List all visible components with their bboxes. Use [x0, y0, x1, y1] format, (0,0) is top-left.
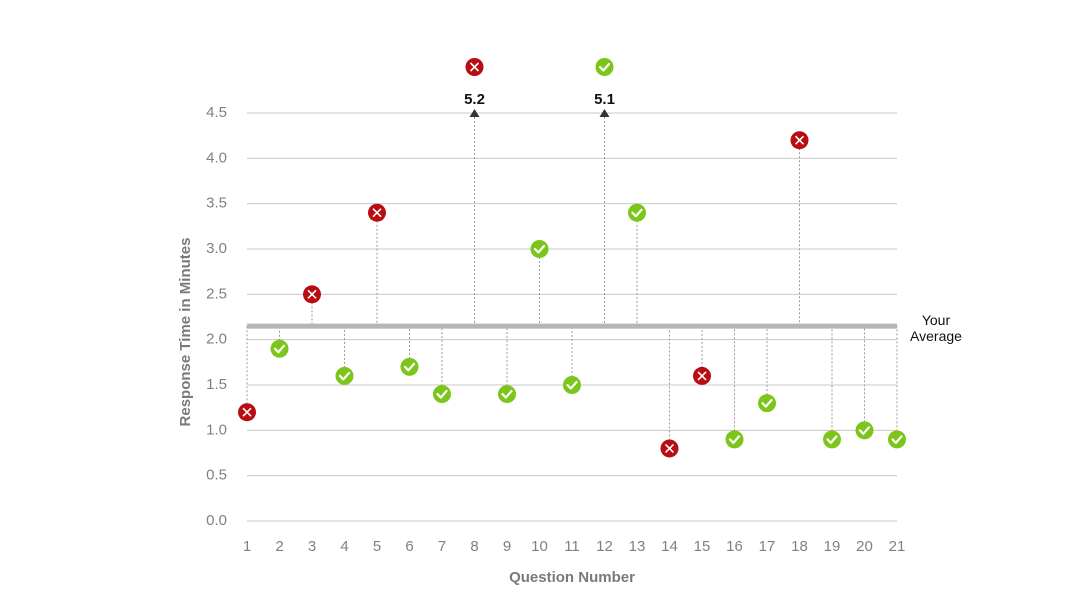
x-icon: [664, 443, 675, 454]
y-tick-label: 1.5: [206, 376, 227, 393]
point: [725, 430, 744, 449]
x-tick-label: 19: [824, 538, 841, 555]
check-icon: [501, 389, 513, 399]
y-tick-label: 4.0: [206, 149, 227, 166]
x-tick-label: 8: [470, 538, 478, 555]
x-tick-label: 20: [856, 538, 873, 555]
x-tick-label: 15: [694, 538, 711, 555]
point: [368, 203, 386, 222]
x-icon: [697, 371, 707, 381]
check-icon: [891, 435, 903, 444]
y-tick-label: 3.0: [206, 240, 227, 257]
overflow-arrow: [599, 109, 610, 117]
point: [888, 430, 906, 449]
point: [758, 394, 776, 413]
check-icon: [858, 426, 871, 435]
point: [433, 385, 451, 404]
x-tick-label: 14: [661, 538, 678, 555]
y-tick-label: 4.5: [206, 104, 227, 121]
point: [660, 439, 679, 458]
x-icon: [794, 135, 805, 145]
check-icon: [598, 62, 611, 72]
check-icon: [338, 371, 351, 381]
check-icon: [273, 344, 286, 354]
check-icon: [631, 208, 643, 218]
point-circle: [758, 394, 776, 413]
overflow-arrow: [469, 109, 480, 117]
y-tick-label: 1.0: [206, 421, 227, 438]
point-circle: [888, 430, 906, 449]
y-tick-label: 3.5: [206, 195, 227, 212]
y-tick-label: 0.5: [206, 467, 227, 484]
point-circle: [855, 421, 874, 440]
x-tick-label: 18: [791, 538, 808, 555]
point-circle: [725, 430, 744, 449]
point: [790, 131, 809, 150]
x-tick-label: 13: [629, 538, 646, 555]
x-tick-label: 4: [340, 538, 348, 555]
y-axis-title: Response Time in Minutes: [177, 238, 194, 427]
point: [303, 285, 321, 304]
point: [270, 339, 289, 358]
point-circle: [530, 240, 549, 258]
x-axis-title: Question Number: [509, 569, 635, 586]
x-tick-label: 17: [759, 538, 776, 555]
point-circle: [335, 366, 354, 385]
x-tick-label: 7: [438, 538, 446, 555]
point: [855, 421, 874, 440]
check-icon: [728, 435, 741, 444]
x-icon: [372, 208, 382, 218]
point: [628, 203, 646, 222]
point-circle: [498, 385, 516, 404]
x-tick-label: 1: [243, 538, 251, 555]
point: [563, 376, 581, 394]
point: [465, 58, 484, 76]
check-icon: [403, 362, 416, 372]
point: [823, 430, 841, 449]
check-icon: [533, 244, 546, 254]
point-circle: [400, 357, 419, 376]
x-tick-label: 5: [373, 538, 381, 555]
x-tick-label: 21: [889, 538, 906, 555]
check-icon: [436, 389, 448, 399]
check-icon: [826, 435, 838, 444]
point: [498, 385, 516, 404]
x-icon: [469, 62, 480, 72]
y-tick-label: 2.5: [206, 285, 227, 302]
overflow-label: 5.1: [594, 91, 615, 108]
x-icon: [307, 289, 317, 299]
point-circle: [563, 376, 581, 394]
x-tick-label: 12: [596, 538, 613, 555]
y-tick-label: 2.0: [206, 331, 227, 348]
x-tick-label: 2: [275, 538, 283, 555]
point: [335, 366, 354, 385]
x-icon: [242, 407, 252, 417]
point-circle: [270, 339, 289, 358]
x-tick-label: 9: [503, 538, 511, 555]
x-tick-label: 11: [564, 538, 580, 555]
point-circle: [628, 203, 646, 222]
check-icon: [566, 380, 578, 390]
x-tick-label: 10: [531, 538, 548, 555]
point: [238, 403, 256, 422]
x-tick-label: 3: [308, 538, 316, 555]
point: [595, 58, 614, 76]
average-label: Average: [910, 328, 962, 344]
check-icon: [761, 399, 773, 408]
x-tick-label: 16: [726, 538, 743, 555]
point: [400, 357, 419, 376]
point-circle: [433, 385, 451, 404]
point-circle: [595, 58, 614, 76]
point-circle: [823, 430, 841, 449]
overflow-label: 5.2: [464, 91, 485, 108]
point: [530, 240, 549, 258]
x-tick-label: 6: [405, 538, 413, 555]
average-label: Your: [922, 312, 951, 328]
point: [693, 366, 711, 385]
y-tick-label: 0.0: [206, 512, 227, 529]
